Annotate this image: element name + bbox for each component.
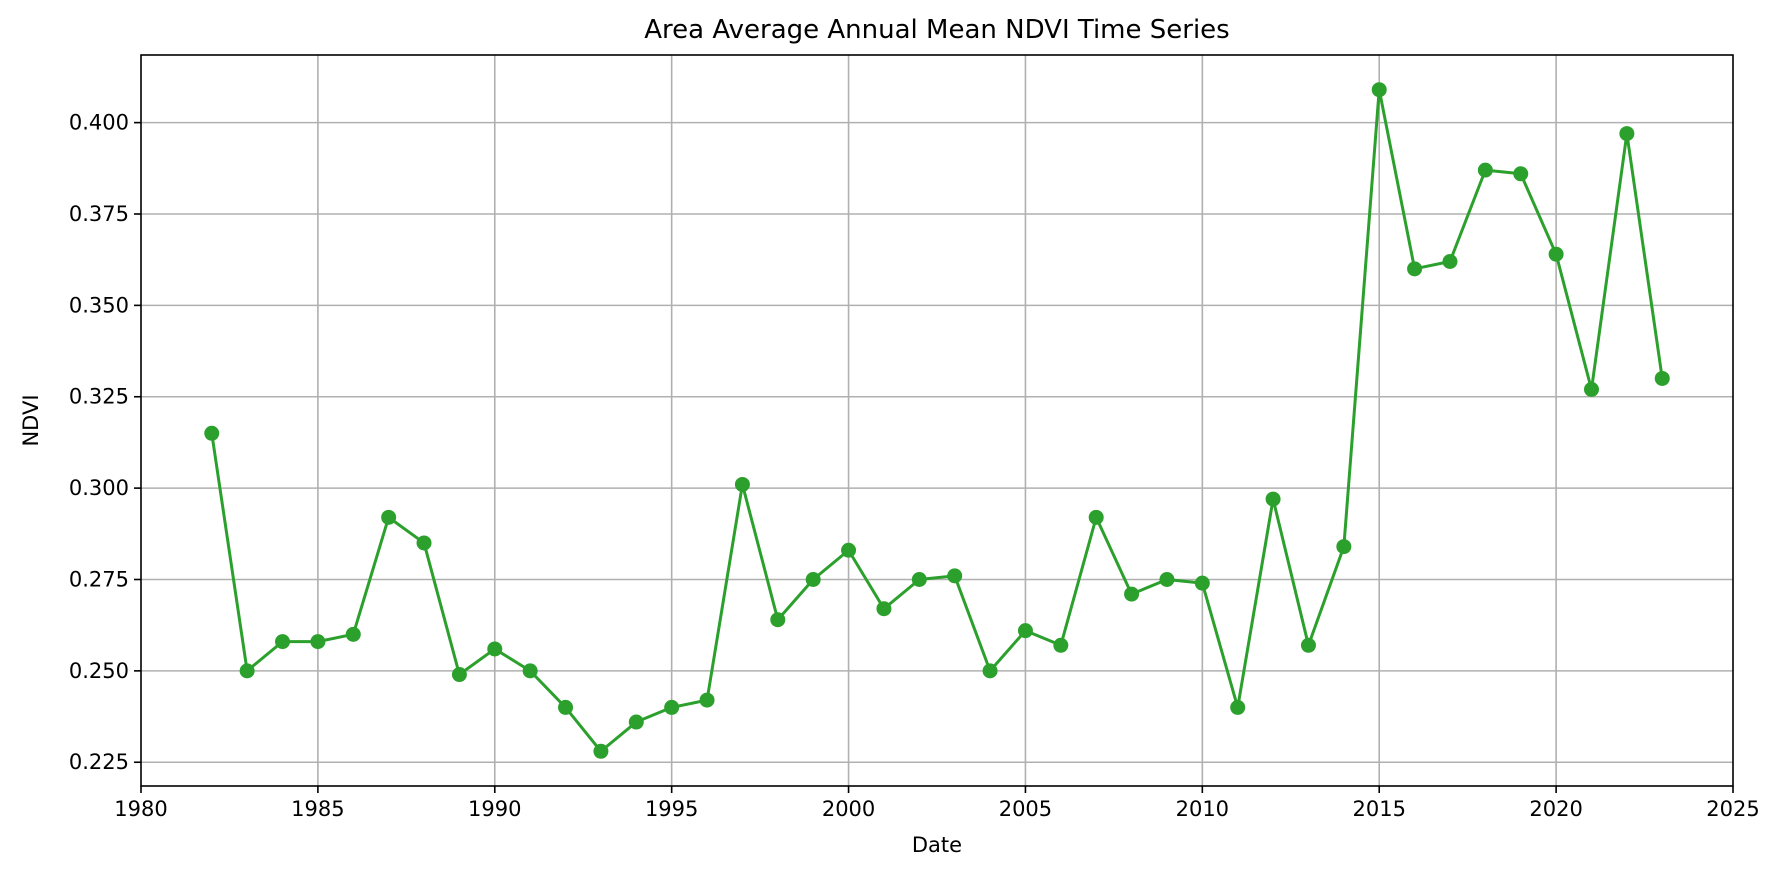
x-tick-label: 2015 <box>1352 797 1405 821</box>
data-point <box>770 612 786 628</box>
y-axis-label: NDVI <box>19 394 43 446</box>
data-point <box>310 634 326 650</box>
data-point <box>1371 82 1387 98</box>
data-point <box>1159 571 1175 587</box>
data-point <box>628 714 644 730</box>
data-point <box>1477 162 1493 178</box>
data-point <box>275 634 291 650</box>
plot-frame <box>140 54 1734 787</box>
data-point <box>522 663 538 679</box>
data-point <box>1583 381 1599 397</box>
data-point <box>204 425 220 441</box>
data-point <box>876 601 892 617</box>
x-tick-label: 2010 <box>1176 797 1229 821</box>
data-point <box>487 641 503 657</box>
data-point <box>1088 509 1104 525</box>
y-tick-label: 0.225 <box>69 750 129 774</box>
x-tick-label: 1990 <box>468 797 521 821</box>
data-point <box>558 699 574 715</box>
y-tick-label: 0.250 <box>69 659 129 683</box>
series-layer <box>204 82 1670 759</box>
data-point <box>947 568 963 584</box>
y-tick-label: 0.325 <box>69 385 129 409</box>
x-tick-label: 2000 <box>822 797 875 821</box>
gridlines <box>141 55 1733 786</box>
data-point <box>699 692 715 708</box>
data-point <box>1407 261 1423 277</box>
data-point <box>911 571 927 587</box>
y-axis: 0.225 0.250 0.275 0.300 0.325 0.350 0.375 0.400 <box>69 111 141 774</box>
data-point <box>416 535 432 551</box>
chart-title: Area Average Annual Mean NDVI Time Serie… <box>644 15 1229 45</box>
data-point <box>239 663 255 679</box>
data-point <box>1194 575 1210 591</box>
x-axis: 1980 1985 1990 1995 2000 2005 2010 2015 2020 2025 <box>114 786 1760 821</box>
x-tick-label: 2005 <box>999 797 1052 821</box>
data-point <box>593 743 609 759</box>
y-tick-label: 0.375 <box>69 202 129 226</box>
data-point <box>1230 699 1246 715</box>
data-point <box>841 542 857 558</box>
data-point <box>1619 126 1635 142</box>
y-tick-label: 0.350 <box>69 293 129 317</box>
data-point <box>381 509 397 525</box>
data-point <box>1300 637 1316 653</box>
data-point <box>734 476 750 492</box>
data-point <box>805 571 821 587</box>
data-point <box>1017 623 1033 639</box>
data-point <box>1265 491 1281 507</box>
data-point <box>1654 370 1670 386</box>
data-point <box>1442 254 1458 270</box>
y-tick-label: 0.300 <box>69 476 129 500</box>
data-point <box>1053 637 1069 653</box>
y-tick-label: 0.275 <box>69 567 129 591</box>
data-point <box>1124 586 1140 602</box>
data-point <box>451 667 467 683</box>
x-tick-label: 1985 <box>291 797 344 821</box>
x-tick-label: 1980 <box>114 797 167 821</box>
data-point <box>1336 539 1352 555</box>
data-point <box>1548 246 1564 262</box>
x-tick-label: 2020 <box>1529 797 1582 821</box>
data-point <box>664 699 680 715</box>
x-tick-label: 1995 <box>645 797 698 821</box>
y-tick-label: 0.400 <box>69 111 129 135</box>
x-axis-label: Date <box>912 833 962 857</box>
data-point <box>982 663 998 679</box>
data-point <box>1513 166 1529 182</box>
x-tick-label: 2025 <box>1706 797 1759 821</box>
data-point <box>345 626 361 642</box>
